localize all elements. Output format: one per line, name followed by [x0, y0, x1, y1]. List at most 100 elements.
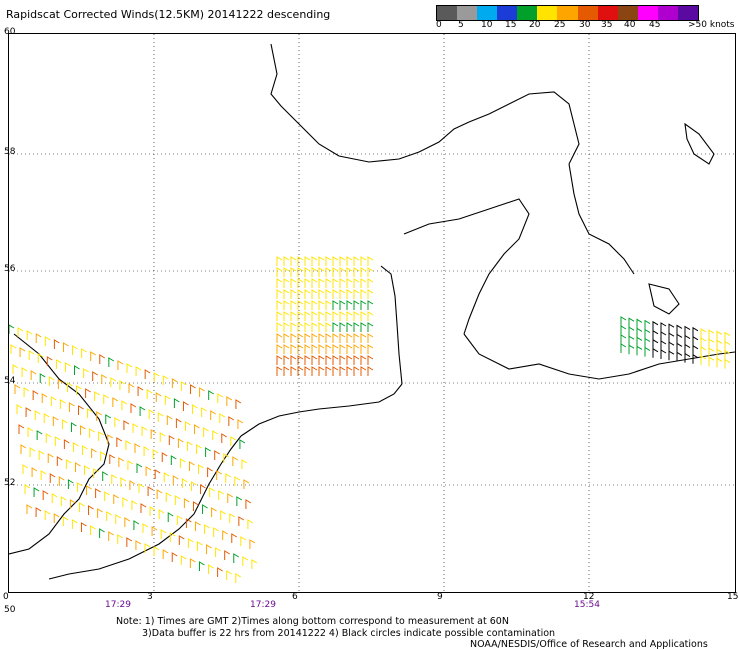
wind-barb	[236, 496, 243, 506]
wind-barb	[171, 378, 178, 388]
wind-barb	[684, 352, 691, 363]
wind-barb	[169, 532, 176, 542]
wind-barb	[318, 267, 325, 277]
wind-barb	[290, 289, 297, 299]
wind-barb	[360, 322, 367, 332]
wind-barb	[213, 527, 219, 537]
wind-barb	[360, 333, 367, 343]
wind-barb	[160, 529, 167, 539]
wind-barb	[120, 477, 127, 487]
map-title: Rapidscat Corrected Winds(12.5KM) 201412…	[6, 8, 331, 21]
wind-barb	[218, 490, 224, 500]
wind-barb	[98, 431, 104, 441]
wind-barb	[325, 256, 332, 266]
wind-barb	[245, 499, 252, 509]
wind-barb	[668, 341, 675, 352]
wind-barb	[290, 278, 297, 288]
wind-barb	[109, 454, 116, 464]
wind-barb	[346, 344, 353, 354]
wind-barb	[8, 324, 15, 334]
wind-barb	[107, 434, 114, 444]
wind-barb	[158, 509, 165, 519]
wind-barb	[222, 530, 228, 540]
wind-barb	[67, 479, 74, 489]
wind-barb	[205, 447, 211, 457]
wind-barb	[162, 375, 169, 385]
wind-barb	[692, 335, 699, 346]
wind-barb	[198, 464, 204, 474]
wind-barb	[70, 422, 77, 432]
wind-barb	[297, 300, 304, 310]
wind-barb	[360, 278, 367, 288]
colorbar-swatch	[457, 6, 478, 20]
wind-barb	[127, 460, 134, 470]
wind-barb	[69, 499, 76, 509]
wind-barb	[636, 318, 643, 329]
wind-barb	[148, 409, 155, 419]
wind-barb	[181, 478, 188, 488]
wind-barb	[684, 343, 691, 354]
wind-barb	[668, 332, 675, 343]
note-line-2: 3)Data buffer is 22 hrs from 20141222 4)…	[142, 628, 556, 639]
wind-barb	[93, 468, 99, 478]
wind-barb	[88, 505, 94, 515]
colorbar-label: 45	[649, 20, 661, 30]
wind-barb	[149, 506, 156, 516]
wind-barb	[108, 531, 114, 541]
wind-barb	[290, 344, 297, 354]
wind-barb	[346, 322, 353, 332]
wind-barb	[239, 439, 246, 449]
wind-barb	[166, 415, 173, 425]
wind-barb	[123, 420, 130, 430]
wind-barb	[332, 289, 339, 299]
wind-barb	[53, 339, 60, 349]
wind-barb	[196, 541, 203, 551]
wind-barb	[31, 467, 38, 477]
wind-barb	[114, 417, 121, 427]
wind-barb	[644, 337, 651, 348]
wind-barb	[142, 523, 149, 533]
wind-barb	[724, 358, 731, 369]
wind-barb	[118, 457, 125, 467]
wind-barb	[290, 366, 297, 376]
wind-barb	[332, 333, 339, 343]
wind-barb	[52, 416, 59, 426]
wind-barb	[60, 496, 67, 506]
wind-barb	[332, 311, 339, 321]
wind-barb	[10, 344, 17, 354]
wind-barb	[111, 474, 118, 484]
wind-barb	[692, 344, 699, 355]
wind-barb	[346, 311, 353, 321]
wind-barb	[339, 289, 346, 299]
wind-barb	[12, 364, 19, 374]
colorbar-label: 0	[436, 20, 442, 30]
wind-barb	[353, 289, 360, 299]
wind-barb	[346, 278, 353, 288]
wind-barbs	[8, 256, 731, 583]
wind-barb	[106, 511, 112, 521]
wind-barb	[221, 433, 228, 443]
wind-barb	[214, 450, 220, 460]
colorbar-label: >50 knots	[688, 20, 735, 30]
wind-barb	[668, 350, 675, 361]
wind-barb	[716, 330, 723, 341]
wind-barb	[128, 383, 135, 393]
wind-barb	[346, 300, 353, 310]
wind-barb	[121, 400, 128, 410]
wind-barb	[80, 425, 86, 435]
wind-barb	[137, 386, 144, 396]
wind-barb	[153, 372, 160, 382]
wind-barb	[145, 466, 152, 476]
colorbar-swatch	[537, 6, 558, 20]
pass-time-label: 15:54	[574, 600, 600, 610]
wind-barb	[45, 433, 52, 443]
wind-barb	[652, 329, 659, 340]
wind-barb	[367, 366, 374, 376]
wind-barb	[117, 360, 124, 370]
wind-barb	[147, 486, 154, 496]
wind-barb	[154, 469, 161, 479]
wind-barb	[116, 437, 123, 447]
wind-barb	[304, 289, 311, 299]
wind-barb	[346, 366, 353, 376]
colorbar-label: 35	[601, 20, 613, 30]
